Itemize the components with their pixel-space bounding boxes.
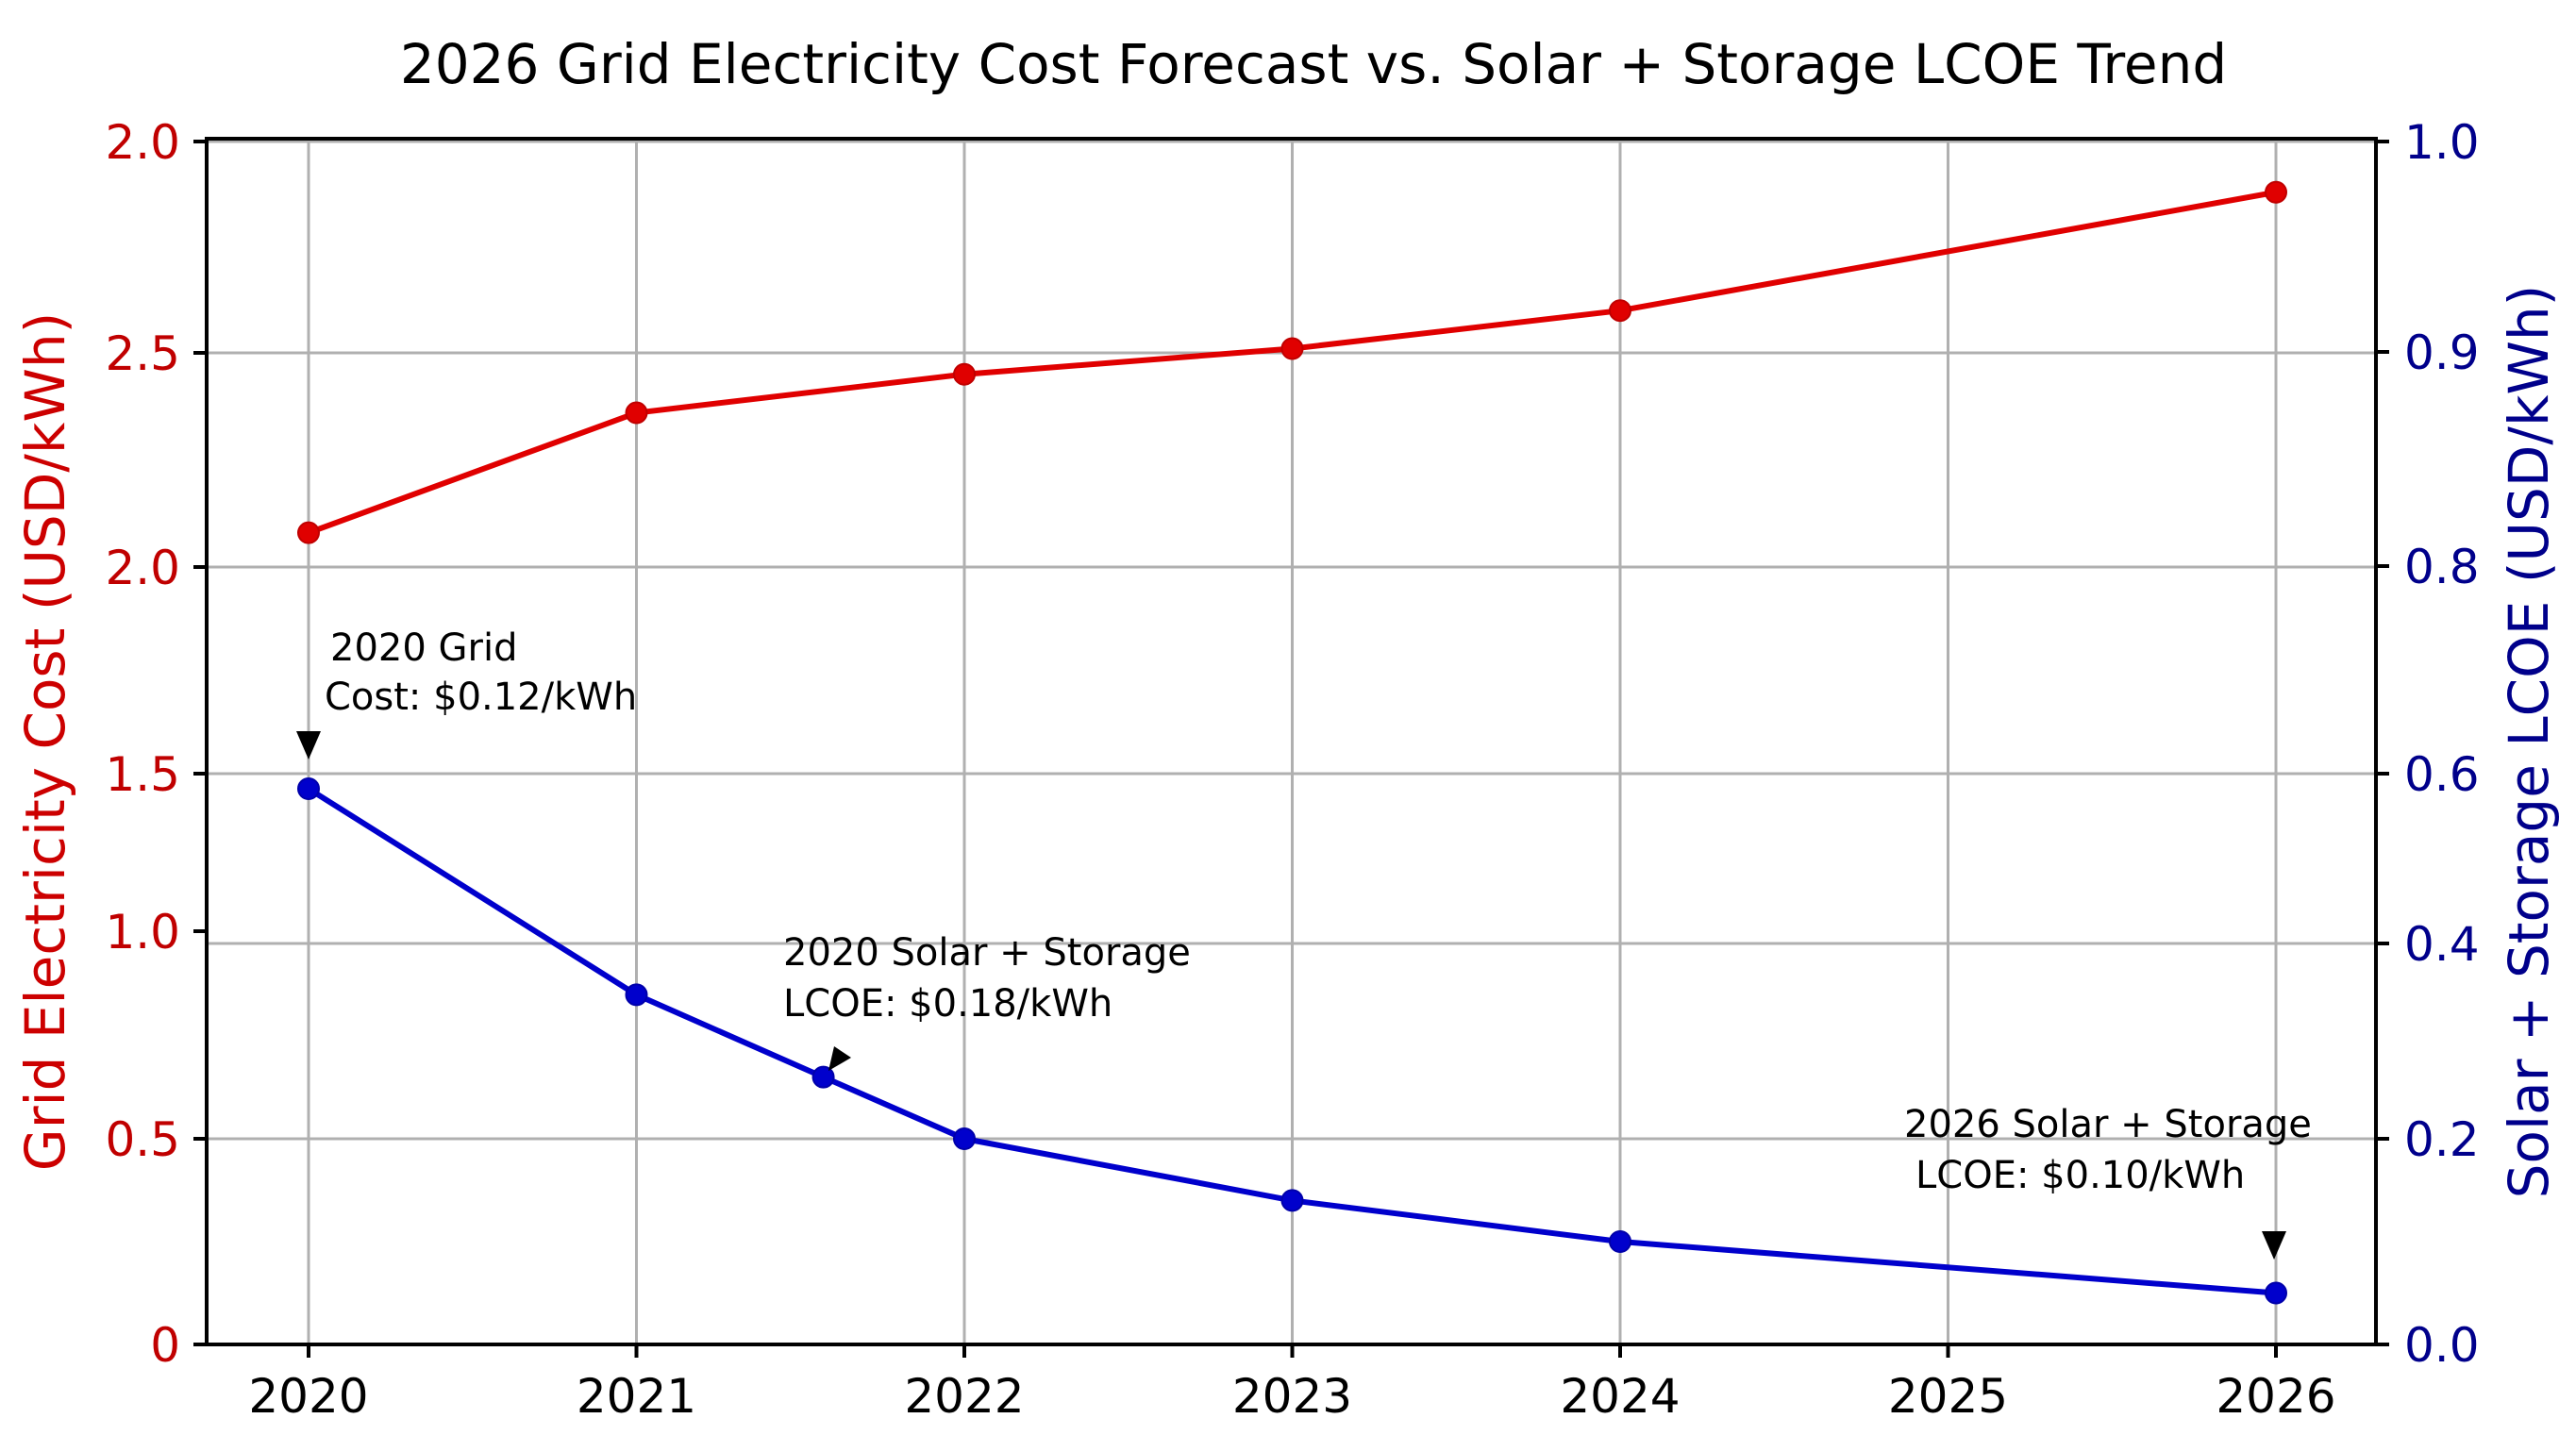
data-point bbox=[2265, 1281, 2287, 1305]
y-right-tick-label: 0.8 bbox=[2404, 540, 2480, 594]
grid-lines bbox=[207, 139, 2376, 1344]
data-point bbox=[625, 983, 648, 1007]
data-point bbox=[1609, 299, 1631, 323]
series-layer bbox=[297, 180, 2287, 1305]
annotation-text: 2020 Solar + Storage bbox=[783, 931, 1191, 975]
x-tick-label: 2021 bbox=[577, 1369, 696, 1424]
y-left-tick-label: 1.0 bbox=[105, 905, 180, 960]
y-left-tick-label: 2.0 bbox=[105, 541, 180, 595]
y-right-tick-label: 0.9 bbox=[2404, 325, 2480, 380]
y-right-tick-label: 0.2 bbox=[2404, 1112, 2480, 1167]
data-point bbox=[953, 1127, 976, 1150]
chart-title: 2026 Grid Electricity Cost Forecast vs. … bbox=[400, 32, 2227, 96]
annotation-text: LCOE: $0.18/kWh bbox=[783, 982, 1112, 1026]
y-axis-right-label: Solar + Storage LCOE (USD/kWh) bbox=[2497, 285, 2561, 1199]
x-tick-label: 2025 bbox=[1888, 1369, 2008, 1424]
data-point bbox=[2265, 180, 2287, 204]
y-right-tick-label: 0.4 bbox=[2404, 917, 2480, 972]
series-line-grid-cost bbox=[307, 189, 2277, 536]
data-point bbox=[811, 1065, 835, 1089]
x-tick-label: 2022 bbox=[904, 1369, 1024, 1424]
y-axis-left-label: Grid Electricity Cost (USD/kWh) bbox=[13, 312, 77, 1172]
data-point bbox=[1609, 1230, 1631, 1253]
y-right-tick-label: 0.6 bbox=[2404, 747, 2480, 802]
y-left-tick-label: 2.0 bbox=[105, 115, 180, 170]
y-left-tick-label: 1.5 bbox=[105, 747, 180, 802]
x-tick-label: 2023 bbox=[1232, 1369, 1352, 1424]
y-right-tick-label: 0.0 bbox=[2404, 1318, 2480, 1373]
data-point bbox=[1280, 1189, 1304, 1212]
y-right-tick-label: 1.0 bbox=[2404, 115, 2480, 170]
data-point bbox=[953, 362, 976, 386]
annotation-text: LCOE: $0.10/kWh bbox=[1915, 1154, 2245, 1197]
data-point bbox=[297, 777, 320, 800]
x-tick-label: 2026 bbox=[2216, 1369, 2335, 1424]
y-left-tick-label: 0.5 bbox=[105, 1112, 180, 1167]
annotations: 2020 Grid Cost: $0.12/kWh 2020 Solar + Sto… bbox=[296, 626, 2312, 1260]
annotation-arrow-icon bbox=[828, 1046, 851, 1071]
data-point bbox=[625, 401, 648, 425]
y-left-tick-label: 0 bbox=[150, 1318, 180, 1373]
x-tick-label: 2024 bbox=[1560, 1369, 1680, 1424]
annotation-text: 2020 Grid bbox=[330, 626, 517, 670]
axis-ticks: 2020 2021 2022 2023 2024 2025 2026 2.0 2.5 2.0 1.5… bbox=[105, 115, 2479, 1424]
annotation-arrow-icon bbox=[2262, 1231, 2286, 1260]
data-point bbox=[297, 521, 320, 544]
y-left-tick-label: 2.5 bbox=[105, 326, 180, 381]
annotation-arrow-icon bbox=[296, 731, 321, 759]
annotation-text: 2026 Solar + Storage bbox=[1904, 1103, 2312, 1146]
data-point bbox=[1280, 337, 1304, 360]
x-tick-label: 2020 bbox=[248, 1369, 368, 1424]
annotation-text: Cost: $0.12/kWh bbox=[325, 676, 637, 719]
